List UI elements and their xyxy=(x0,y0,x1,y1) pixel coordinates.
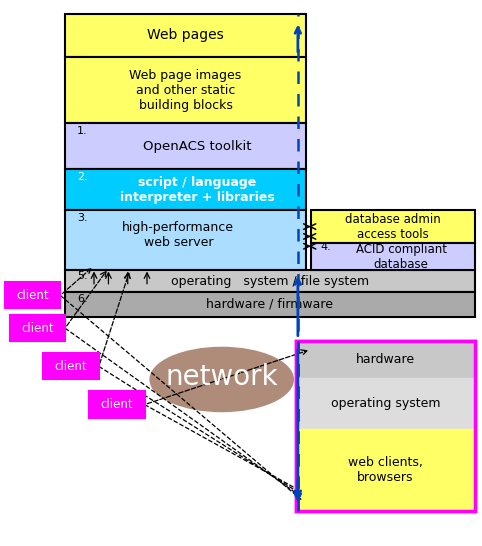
FancyBboxPatch shape xyxy=(65,123,306,169)
Text: OpenACS toolkit: OpenACS toolkit xyxy=(143,140,252,152)
Text: 3.: 3. xyxy=(77,213,88,223)
Text: operating system: operating system xyxy=(331,397,441,411)
Text: client: client xyxy=(55,360,87,373)
Text: web clients,
browsers: web clients, browsers xyxy=(348,456,423,484)
Text: operating   system / file system: operating system / file system xyxy=(171,275,369,288)
Text: client: client xyxy=(21,322,54,335)
Text: database admin
access tools: database admin access tools xyxy=(345,212,441,241)
Text: script / language
interpreter + libraries: script / language interpreter + librarie… xyxy=(120,176,275,204)
FancyBboxPatch shape xyxy=(65,210,306,270)
FancyBboxPatch shape xyxy=(296,341,475,511)
Text: client: client xyxy=(101,398,133,411)
FancyBboxPatch shape xyxy=(65,292,475,317)
Text: client: client xyxy=(16,289,49,302)
Text: 5.: 5. xyxy=(77,271,88,281)
Text: ACID compliant
database: ACID compliant database xyxy=(356,242,446,271)
FancyBboxPatch shape xyxy=(5,282,60,308)
Ellipse shape xyxy=(149,347,294,412)
Text: hardware: hardware xyxy=(356,353,415,366)
Text: 1.: 1. xyxy=(77,126,88,136)
Text: 4.: 4. xyxy=(321,242,331,252)
FancyBboxPatch shape xyxy=(65,57,306,123)
FancyBboxPatch shape xyxy=(296,429,475,511)
Text: hardware / firmware: hardware / firmware xyxy=(206,298,334,311)
FancyBboxPatch shape xyxy=(43,353,99,379)
Text: Web pages: Web pages xyxy=(147,28,224,43)
Text: 2.: 2. xyxy=(77,171,88,182)
FancyBboxPatch shape xyxy=(65,14,306,57)
FancyBboxPatch shape xyxy=(65,270,475,292)
FancyBboxPatch shape xyxy=(296,378,475,429)
FancyBboxPatch shape xyxy=(89,391,145,418)
FancyBboxPatch shape xyxy=(10,315,65,341)
Text: Web page images
and other static
building blocks: Web page images and other static buildin… xyxy=(130,69,241,111)
Text: 6.: 6. xyxy=(77,294,88,304)
FancyBboxPatch shape xyxy=(311,210,475,243)
FancyBboxPatch shape xyxy=(296,341,475,378)
FancyBboxPatch shape xyxy=(65,169,306,210)
FancyBboxPatch shape xyxy=(311,243,475,270)
Text: network: network xyxy=(165,363,278,391)
Text: high-performance
web server: high-performance web server xyxy=(122,221,234,249)
